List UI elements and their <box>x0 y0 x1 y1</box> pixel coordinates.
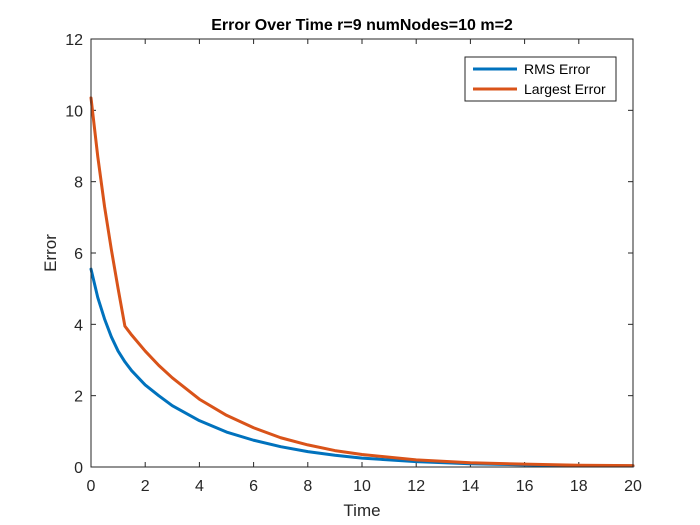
legend-box <box>464 56 617 102</box>
x-tick-label: 20 <box>624 478 642 495</box>
chart-title: Error Over Time r=9 numNodes=10 m=2 <box>211 17 513 34</box>
series-line-largest-error <box>89 96 635 468</box>
y-tick-label: 2 <box>74 389 83 406</box>
y-tick-label: 0 <box>74 460 83 477</box>
plot-frame <box>90 38 634 468</box>
legend-label-rms-error: RMS Error <box>524 61 590 77</box>
y-tick-label: 10 <box>65 103 83 120</box>
x-tick-label: 16 <box>516 478 534 495</box>
x-tick-label: 0 <box>87 478 96 495</box>
y-tick-label: 8 <box>74 175 83 192</box>
y-axis-label: Error <box>41 234 60 272</box>
y-tick-label: 4 <box>74 317 83 334</box>
x-tick-label: 18 <box>570 478 588 495</box>
x-tick-label: 10 <box>353 478 371 495</box>
x-axis-label: Time <box>343 501 380 520</box>
x-tick-label: 2 <box>141 478 150 495</box>
x-tick-label: 8 <box>303 478 312 495</box>
x-tick-label: 14 <box>462 478 480 495</box>
plot-area <box>91 39 633 467</box>
y-tick-label: 6 <box>74 246 83 263</box>
legend: RMS Error Largest Error <box>464 56 617 102</box>
series-layer <box>89 96 635 468</box>
legend-label-largest-error: Largest Error <box>524 81 606 97</box>
x-tick-label: 6 <box>249 478 258 495</box>
y-tick-label: 12 <box>65 32 83 49</box>
x-tick-label: 4 <box>195 478 204 495</box>
x-tick-label: 12 <box>407 478 425 495</box>
